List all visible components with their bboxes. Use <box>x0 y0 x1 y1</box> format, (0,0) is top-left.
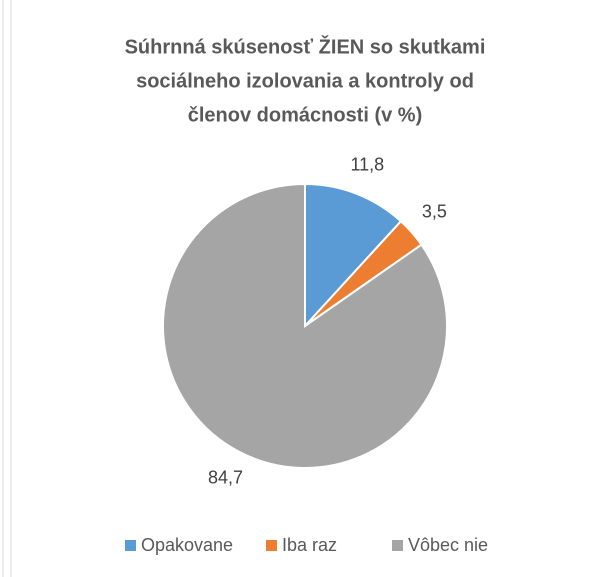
pie-slice <box>304 182 403 329</box>
data-label: 11,8 <box>350 154 384 174</box>
legend-swatch <box>266 540 277 551</box>
legend-label: Iba raz <box>282 535 337 555</box>
legend-swatch <box>125 540 136 551</box>
chart-title: Súhrnná skúsenosť ŽIEN so skutkami <box>125 34 486 58</box>
legend-label: Opakovane <box>141 535 233 555</box>
chart-title: členov domácnosti (v %) <box>188 104 423 126</box>
chart-title: sociálneho izolovania a kontroly od <box>136 70 474 92</box>
data-label: 3,5 <box>422 201 447 221</box>
legend-label: Vôbec nie <box>408 535 488 555</box>
legend-swatch <box>392 540 403 551</box>
pie-slice <box>162 182 448 469</box>
data-label: 84,7 <box>208 467 243 487</box>
